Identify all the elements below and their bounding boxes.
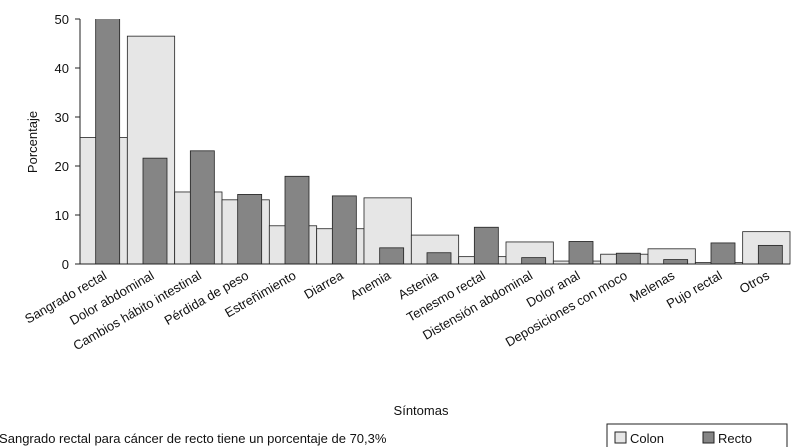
bar xyxy=(331,195,357,265)
y-tick-label: 20 xyxy=(55,159,69,174)
bar xyxy=(237,194,263,265)
y-tick-label: 0 xyxy=(62,257,69,272)
y-tick-label: 10 xyxy=(55,208,69,223)
legend-swatch xyxy=(702,431,715,444)
x-axis-label: Síntomas xyxy=(394,403,449,418)
bar xyxy=(142,157,168,265)
bar xyxy=(710,242,736,265)
legend-box xyxy=(606,423,788,447)
y-tick-label: 50 xyxy=(55,12,69,27)
bar xyxy=(615,252,641,265)
x-tick-label: Diarrea xyxy=(301,267,346,302)
legend-label: Recto xyxy=(718,431,752,446)
bar xyxy=(379,247,405,265)
plot-area xyxy=(79,19,791,265)
legend-swatch xyxy=(614,431,627,444)
bar xyxy=(568,241,594,265)
y-axis-label: Porcentaje xyxy=(25,111,40,173)
bar xyxy=(521,257,547,265)
x-tick-label: Anemia xyxy=(347,267,393,302)
bar xyxy=(284,175,310,265)
y-tick-label: 30 xyxy=(55,110,69,125)
bar xyxy=(757,244,783,265)
bar xyxy=(663,259,689,265)
bar xyxy=(426,252,452,265)
bar xyxy=(95,19,121,265)
y-tick-label: 40 xyxy=(55,61,69,76)
x-tick-label: Otros xyxy=(737,267,772,296)
bar xyxy=(189,150,215,265)
bar xyxy=(473,226,499,265)
footnote: *Sangrado rectal para cáncer de recto ti… xyxy=(0,431,387,446)
legend-label: Colon xyxy=(630,431,664,446)
